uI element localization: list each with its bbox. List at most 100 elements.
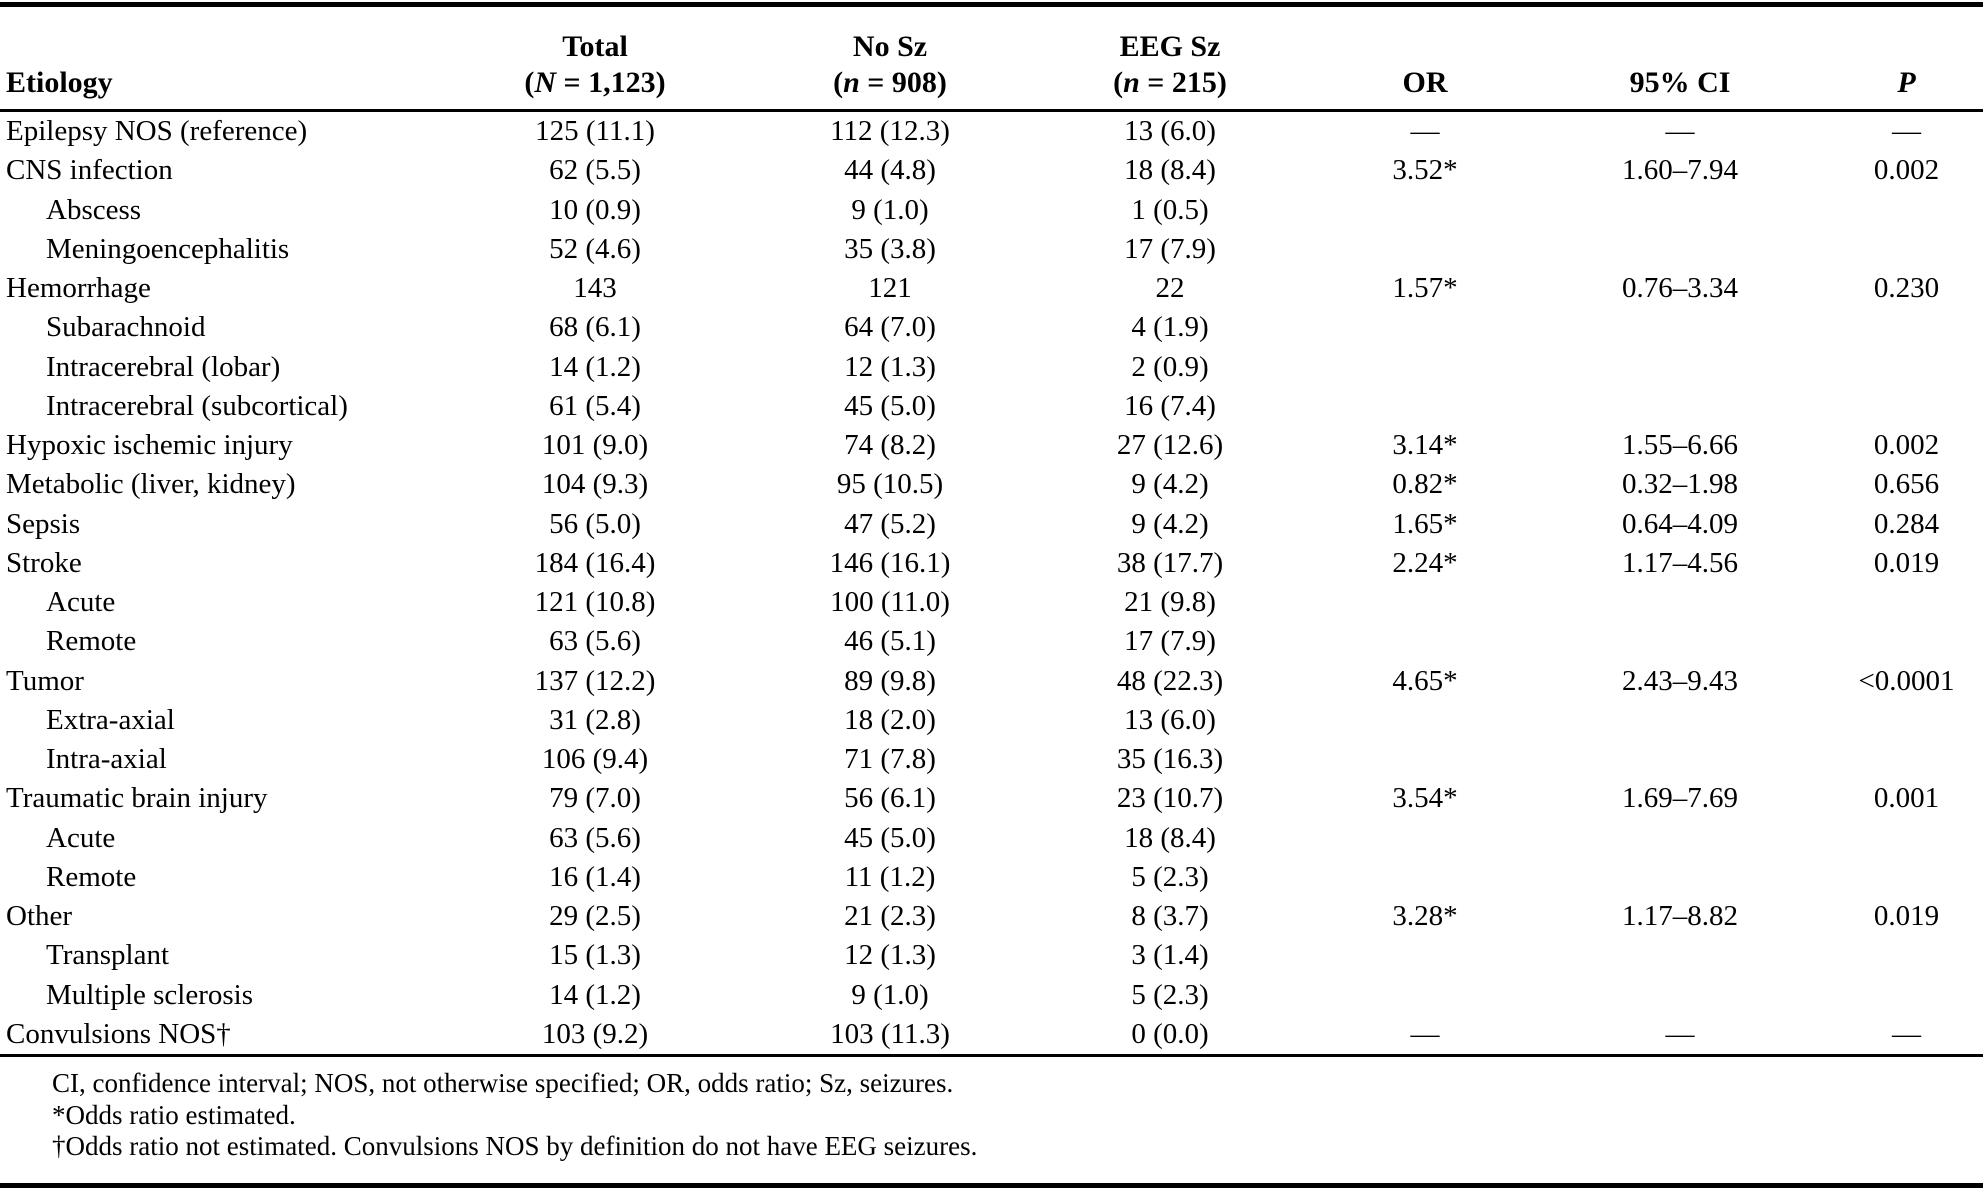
cell-etiology: Hemorrhage [6,272,151,304]
cell-etiology: Meningoencephalitis [46,232,290,265]
cell-total: 103 (9.2) [541,1017,649,1050]
cell-eeg_sz: 38 (17.7) [1116,546,1224,579]
cell-eeg_sz: 17 (7.9) [1124,232,1216,265]
header-or-label: OR [1402,66,1448,99]
table-row: Acute 63 (5.6) 45 (5.0) 18 (8.4) [0,819,1983,858]
cell-or: 3.52* [1392,154,1458,187]
cell-ci: 1.17–4.56 [1622,546,1738,579]
cell-total: 14 (1.2) [549,978,641,1011]
cell-ci [1530,976,1830,1015]
cell-etiology: Remote [46,625,137,658]
footnotes: CI, confidence interval; NOS, not otherw… [0,1057,1983,1163]
footnote-abbreviations: CI, confidence interval; NOS, not otherw… [52,1068,954,1098]
header-no-sz-sub-prefix: ( [833,66,844,99]
header-eeg-sz-sub: (n = 215) [1020,65,1320,101]
table-row: Extra-axial 31 (2.8) 18 (2.0) 13 (6.0) [0,701,1983,740]
header-total-sub: (N = 1,123) [430,65,760,101]
cell-p [1830,740,1983,779]
cell-p: 0.019 [1873,546,1940,579]
cell-ci: — [1665,115,1695,147]
header-etiology-label: Etiology [6,66,113,99]
header-no-sz-label: No Sz [852,30,928,63]
cell-or [1320,740,1530,779]
cell-p [1830,858,1983,897]
cell-no_sz: 100 (11.0) [830,586,950,618]
cell-or [1320,976,1530,1015]
cell-eeg_sz: 5 (2.3) [1131,860,1209,893]
table-row: Stroke 184 (16.4) 146 (16.1) 38 (17.7) 2.24*… [0,544,1983,583]
table-row: Multiple sclerosis 14 (1.2) 9 (1.0) 5 (2.3) [0,976,1983,1015]
bottom-rule [0,1182,1983,1188]
cell-p [1830,230,1983,269]
cell-ci [1530,858,1830,897]
cell-etiology: Intracerebral (lobar) [46,350,281,383]
cell-no_sz: 21 (2.3) [844,900,936,932]
cell-p: — [1892,1017,1921,1050]
header-eeg-sz-label: EEG Sz [1119,30,1221,63]
cell-no_sz: 89 (9.8) [844,664,936,697]
cell-p: <0.0001 [1858,664,1955,697]
header-no-sz-sub-var: n [843,66,860,99]
cell-or: — [1410,115,1440,147]
cell-eeg_sz: 0 (0.0) [1131,1017,1209,1050]
cell-or [1320,936,1530,975]
header-no-sz-sub: (n = 908) [760,65,1020,101]
cell-or [1320,387,1530,426]
cell-total: 14 (1.2) [549,350,641,383]
table-row: Remote 16 (1.4) 11 (1.2) 5 (2.3) [0,858,1983,897]
cell-ci [1530,740,1830,779]
cell-no_sz: 47 (5.2) [844,507,936,540]
cell-ci [1530,583,1830,622]
cell-p [1830,936,1983,975]
cell-eeg_sz: 9 (4.2) [1131,507,1209,540]
cell-total: 143 [573,272,617,304]
header-p-label: P [1897,66,1916,99]
cell-or: 1.57* [1392,272,1458,304]
cell-p: 0.002 [1873,154,1940,187]
cell-ci: 2.43–9.43 [1622,664,1738,697]
cell-eeg_sz: 13 (6.0) [1124,115,1216,147]
cell-etiology: Acute [46,821,116,854]
cell-etiology: Acute [46,586,116,618]
cell-ci: 1.60–7.94 [1622,154,1738,187]
etiology-table: Etiology Total (N = 1,123) No Sz (n = 90… [0,7,1983,1054]
cell-etiology: CNS infection [6,154,173,187]
cell-total: 63 (5.6) [549,821,641,854]
cell-no_sz: 64 (7.0) [844,311,936,344]
cell-or: 1.65* [1392,507,1458,540]
cell-etiology: Abscess [46,193,142,226]
cell-p [1830,701,1983,740]
top-rule [0,2,1983,7]
cell-ci: 0.76–3.34 [1622,272,1738,304]
cell-total: 79 (7.0) [549,782,641,815]
cell-p: — [1892,115,1921,147]
cell-p [1830,583,1983,622]
cell-etiology: Subarachnoid [46,311,206,344]
cell-no_sz: 112 (12.3) [830,115,950,147]
cell-ci [1530,308,1830,347]
cell-no_sz: 45 (5.0) [844,821,936,854]
cell-etiology: Traumatic brain injury [6,782,268,815]
cell-p [1830,976,1983,1015]
cell-ci: 1.69–7.69 [1622,782,1738,815]
cell-no_sz: 35 (3.8) [844,232,936,265]
cell-p: 0.001 [1873,782,1940,815]
cell-or [1320,819,1530,858]
cell-total: 121 (10.8) [534,586,656,618]
cell-ci: 0.32–1.98 [1622,468,1738,501]
cell-eeg_sz: 8 (3.7) [1131,900,1209,932]
header-total-label: Total [562,30,628,63]
cell-p [1830,191,1983,230]
table-row: Remote 63 (5.6) 46 (5.1) 17 (7.9) [0,622,1983,661]
cell-total: 61 (5.4) [549,389,641,422]
cell-ci: 1.55–6.66 [1622,429,1738,461]
cell-eeg_sz: 17 (7.9) [1124,625,1216,658]
cell-no_sz: 11 (1.2) [844,860,936,893]
footnote-dagger: †Odds ratio not estimated. Convulsions N… [52,1131,978,1161]
cell-no_sz: 121 [868,272,912,304]
cell-etiology: Metabolic (liver, kidney) [6,468,296,501]
header-total-sub-prefix: ( [524,66,535,99]
cell-total: 104 (9.3) [541,468,649,501]
cell-total: 137 (12.2) [534,664,656,697]
